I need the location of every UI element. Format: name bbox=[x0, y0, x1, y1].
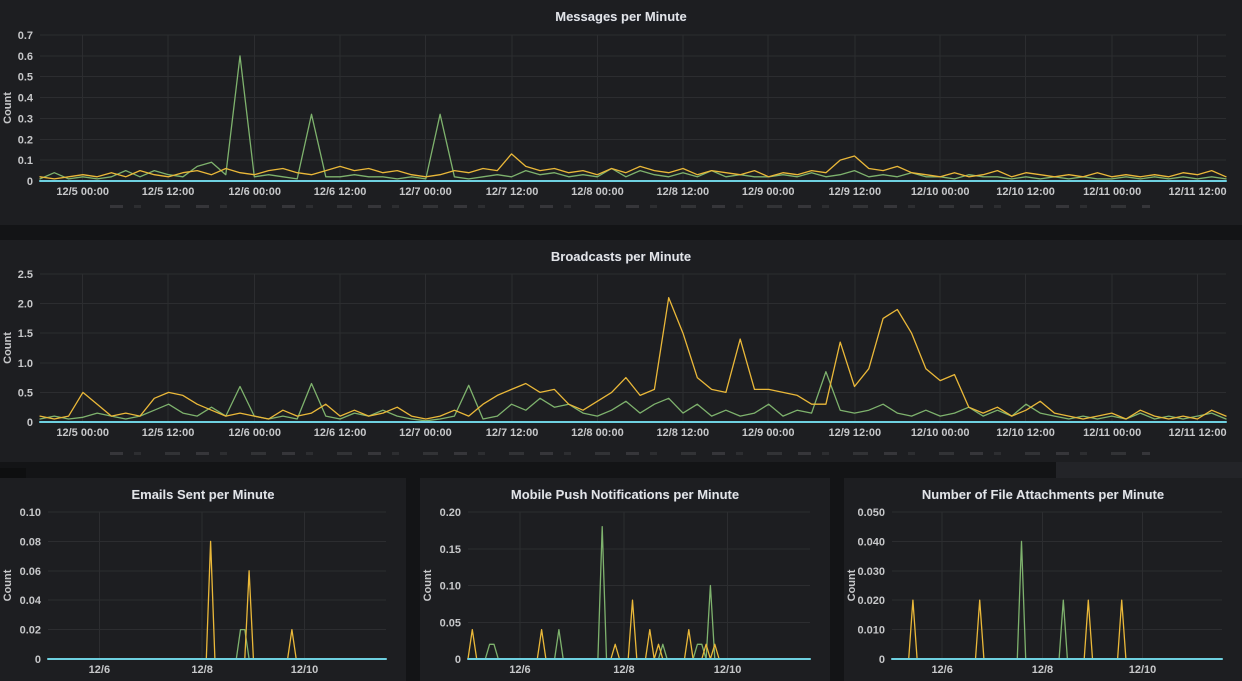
panel-title-broadcasts[interactable]: Broadcasts per Minute bbox=[550, 249, 692, 264]
svg-text:0.5: 0.5 bbox=[18, 387, 33, 399]
svg-text:0.5: 0.5 bbox=[18, 72, 33, 84]
svg-text:12/11 00:00: 12/11 00:00 bbox=[1083, 427, 1141, 439]
svg-text:12/5 12:00: 12/5 12:00 bbox=[142, 186, 195, 198]
svg-text:0.050: 0.050 bbox=[857, 507, 885, 519]
svg-text:12/10 00:00: 12/10 00:00 bbox=[911, 427, 970, 439]
clipped-legend-strip bbox=[110, 452, 1150, 455]
panel-title-mobile-push[interactable]: Mobile Push Notifications per Minute bbox=[510, 487, 740, 502]
svg-text:12/11 12:00: 12/11 12:00 bbox=[1168, 427, 1226, 439]
svg-text:0.4: 0.4 bbox=[18, 93, 34, 105]
svg-text:0.020: 0.020 bbox=[857, 595, 885, 607]
svg-text:0.06: 0.06 bbox=[20, 566, 41, 578]
svg-text:0.08: 0.08 bbox=[20, 536, 41, 548]
svg-text:1.5: 1.5 bbox=[18, 328, 33, 340]
svg-text:0.040: 0.040 bbox=[857, 536, 885, 548]
svg-text:12/6 12:00: 12/6 12:00 bbox=[314, 186, 367, 198]
svg-text:12/6 12:00: 12/6 12:00 bbox=[314, 427, 367, 439]
svg-text:12/10: 12/10 bbox=[291, 664, 319, 676]
svg-text:12/9 12:00: 12/9 12:00 bbox=[828, 427, 881, 439]
svg-text:12/10 12:00: 12/10 12:00 bbox=[996, 427, 1055, 439]
svg-text:2.0: 2.0 bbox=[18, 299, 33, 311]
svg-text:12/8 00:00: 12/8 00:00 bbox=[571, 427, 624, 439]
svg-text:12/6: 12/6 bbox=[89, 664, 110, 676]
emails-chart[interactable]: 0 0.02 0.04 0.06 0.08 0.10 12/6 12/8 12/10 Count bbox=[0, 502, 406, 681]
panel-messages-per-minute: Messages per Minute 0 0.1 0.2 0.3 0.4 0.5 0.6 0… bbox=[0, 0, 1242, 225]
svg-text:12/10: 12/10 bbox=[1129, 664, 1157, 676]
svg-text:Count: Count bbox=[2, 92, 14, 124]
panel-title-emails[interactable]: Emails Sent per Minute bbox=[131, 487, 275, 502]
svg-text:12/6: 12/6 bbox=[509, 664, 530, 676]
svg-text:12/5 00:00: 12/5 00:00 bbox=[56, 186, 109, 198]
svg-text:0.6: 0.6 bbox=[18, 51, 33, 63]
svg-text:Count: Count bbox=[2, 569, 14, 601]
svg-text:0.030: 0.030 bbox=[857, 566, 885, 578]
svg-text:0.15: 0.15 bbox=[440, 544, 461, 556]
svg-text:12/9 00:00: 12/9 00:00 bbox=[742, 427, 795, 439]
svg-text:12/7 12:00: 12/7 12:00 bbox=[486, 427, 539, 439]
svg-text:12/5 00:00: 12/5 00:00 bbox=[56, 427, 109, 439]
svg-text:0.20: 0.20 bbox=[440, 507, 461, 519]
clipped-legend-strip bbox=[110, 205, 1150, 208]
svg-text:0.10: 0.10 bbox=[20, 507, 41, 519]
svg-text:0.7: 0.7 bbox=[18, 30, 33, 42]
panel-title-file-attachments[interactable]: Number of File Attachments per Minute bbox=[921, 487, 1165, 502]
svg-text:0.010: 0.010 bbox=[857, 625, 885, 637]
panel-gap-artifact-right bbox=[1056, 462, 1242, 478]
svg-text:12/7 00:00: 12/7 00:00 bbox=[399, 186, 452, 198]
mobile-push-chart[interactable]: 0 0.05 0.10 0.15 0.20 12/6 12/8 12/10 Count bbox=[420, 502, 830, 681]
svg-text:12/8: 12/8 bbox=[613, 664, 634, 676]
svg-text:12/11 12:00: 12/11 12:00 bbox=[1168, 186, 1226, 198]
svg-text:12/7 00:00: 12/7 00:00 bbox=[399, 427, 452, 439]
svg-text:12/5 12:00: 12/5 12:00 bbox=[142, 427, 195, 439]
svg-text:0: 0 bbox=[35, 654, 41, 666]
svg-text:0.1: 0.1 bbox=[18, 155, 33, 167]
svg-text:12/9 12:00: 12/9 12:00 bbox=[828, 186, 881, 198]
svg-text:0.2: 0.2 bbox=[18, 134, 33, 146]
svg-text:Count: Count bbox=[846, 569, 858, 601]
svg-text:12/6 00:00: 12/6 00:00 bbox=[228, 186, 281, 198]
svg-text:12/6 00:00: 12/6 00:00 bbox=[228, 427, 281, 439]
svg-text:12/8 00:00: 12/8 00:00 bbox=[571, 186, 624, 198]
svg-text:12/10 00:00: 12/10 00:00 bbox=[911, 186, 970, 198]
svg-text:0.10: 0.10 bbox=[440, 581, 461, 593]
panel-title-messages[interactable]: Messages per Minute bbox=[555, 9, 687, 24]
svg-text:0.02: 0.02 bbox=[20, 625, 41, 637]
svg-text:12/8 12:00: 12/8 12:00 bbox=[657, 186, 710, 198]
panel-broadcasts-per-minute: Broadcasts per Minute 0 0.5 1.0 1.5 2.0 2.5 12… bbox=[0, 240, 1242, 462]
svg-text:12/9 00:00: 12/9 00:00 bbox=[742, 186, 795, 198]
svg-text:12/11 00:00: 12/11 00:00 bbox=[1083, 186, 1141, 198]
panel-emails-sent: Emails Sent per Minute 0 0.02 0.04 0.06 0.08… bbox=[0, 478, 406, 681]
svg-text:0: 0 bbox=[27, 176, 33, 188]
svg-text:0: 0 bbox=[879, 654, 885, 666]
svg-text:0.3: 0.3 bbox=[18, 113, 33, 125]
svg-text:Count: Count bbox=[2, 332, 14, 364]
messages-chart[interactable]: 0 0.1 0.2 0.3 0.4 0.5 0.6 0.7 12/5 00:00 12/5 12:… bbox=[0, 26, 1242, 198]
svg-text:2.5: 2.5 bbox=[18, 269, 33, 281]
svg-text:12/8: 12/8 bbox=[1032, 664, 1053, 676]
svg-text:0.05: 0.05 bbox=[440, 617, 461, 629]
svg-text:12/8: 12/8 bbox=[191, 664, 212, 676]
svg-text:12/10: 12/10 bbox=[714, 664, 742, 676]
svg-text:12/10 12:00: 12/10 12:00 bbox=[996, 186, 1055, 198]
file-attachments-chart[interactable]: 0 0.010 0.020 0.030 0.040 0.050 12/6 12/8 12/10 C… bbox=[844, 502, 1242, 681]
svg-text:Count: Count bbox=[422, 569, 434, 601]
svg-text:12/7 12:00: 12/7 12:00 bbox=[486, 186, 539, 198]
svg-text:0: 0 bbox=[27, 417, 33, 429]
svg-text:12/6: 12/6 bbox=[931, 664, 952, 676]
svg-text:1.0: 1.0 bbox=[18, 358, 33, 370]
broadcasts-chart[interactable]: 0 0.5 1.0 1.5 2.0 2.5 12/5 00:00 12/5 12:00 12/6… bbox=[0, 266, 1242, 448]
svg-text:12/8 12:00: 12/8 12:00 bbox=[657, 427, 710, 439]
svg-text:0: 0 bbox=[455, 654, 461, 666]
panel-mobile-push: Mobile Push Notifications per Minute 0 0.… bbox=[420, 478, 830, 681]
svg-text:0.04: 0.04 bbox=[20, 595, 42, 607]
